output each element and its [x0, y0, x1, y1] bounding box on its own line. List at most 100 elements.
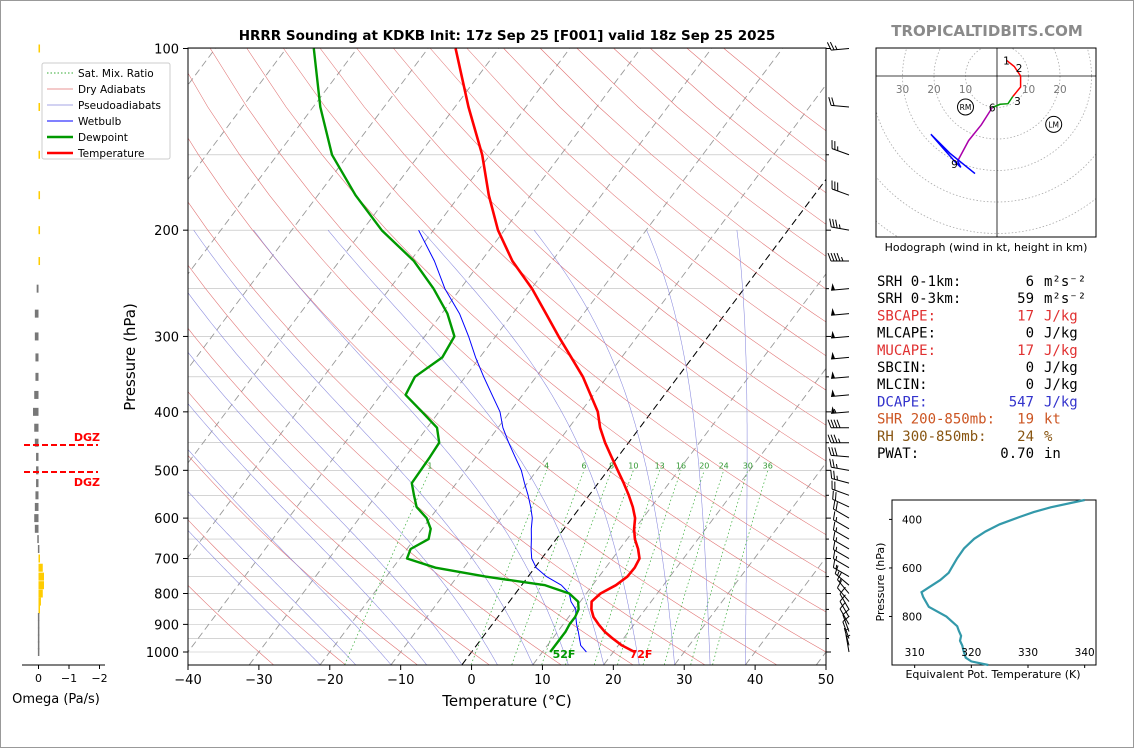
wind-barb [832, 511, 850, 530]
omega-bar [37, 613, 40, 622]
parameter-label: DCAPE: [877, 394, 928, 410]
wind-barb [828, 446, 850, 458]
mixing-ratio-line [565, 470, 634, 665]
pseudoadiabat-line [253, 230, 569, 665]
parameter-value: 0 [1026, 360, 1034, 376]
omega-ticks: 0 −1 −2 [35, 665, 108, 685]
skewt-panel: 1 4 6 8 10 13 16 20 24 30 36 −40 −30 −20 −10 0 10 20 30 40… [121, 43, 835, 711]
wind-barb [831, 140, 850, 156]
parameter-value: 59 [1017, 291, 1034, 307]
x-tick-label: −10 [387, 673, 414, 688]
mixing-ratio-line [511, 470, 585, 665]
mixing-ratio-label: 8 [609, 461, 614, 470]
omega-bar [34, 524, 39, 533]
storm-motion-marker [1045, 115, 1063, 133]
hodograph-height-label: 3 [1014, 96, 1021, 108]
pseudoadiabat-line [188, 351, 463, 665]
mixing-ratio-label: 1 [427, 461, 432, 470]
mixing-ratio-labels: 1 4 6 8 10 13 16 20 24 30 36 [427, 461, 772, 470]
wind-barb [832, 559, 850, 578]
theta-e-panel: 310 320 330 340 400 600 800 Pressure (hPa) Equ… [874, 498, 1097, 681]
theta-e-x-tick-label: 330 [1018, 647, 1038, 659]
omega-bar [38, 257, 41, 266]
y-axis-label: Pressure (hPa) [121, 303, 139, 411]
isotherm-line [188, 48, 287, 181]
hodograph-caption: Hodograph (wind in kt, height in km) [885, 241, 1088, 254]
mixing-ratio-label: 13 [655, 461, 665, 470]
wind-barb [832, 500, 850, 519]
profile-lines [312, 48, 641, 654]
omega-bars [33, 44, 44, 656]
x-tick-label: −20 [316, 673, 343, 688]
hodograph-segment [992, 96, 1014, 109]
x-tick-label: 0 [467, 673, 475, 688]
x-axis-label: Temperature (°C) [441, 692, 571, 710]
omega-bar [34, 502, 39, 511]
wind-barbs [826, 41, 851, 653]
theta-e-y-tick-label: 800 [902, 611, 922, 623]
wind-barb [827, 252, 849, 262]
omega-bar [34, 332, 39, 341]
wind-barb [830, 469, 850, 484]
mixing-ratio-label: 6 [582, 461, 587, 470]
x-tick-label: 50 [818, 673, 835, 688]
wind-barb [839, 594, 850, 618]
parameter-label: SHR 200-850mb: [877, 412, 995, 428]
legend-box [41, 62, 171, 160]
wind-barb [831, 480, 850, 496]
parameter-value: 19 [1017, 412, 1034, 428]
theta-e-x-label: Equivalent Pot. Temperature (K) [905, 668, 1080, 681]
wind-barb [832, 531, 850, 550]
hodograph-ring-label: 10 [959, 84, 972, 96]
omega-axis-label: Omega (Pa/s) [12, 692, 100, 707]
wind-barb [831, 371, 850, 379]
mixing-ratio-label: 24 [719, 461, 729, 470]
omega-bar [36, 466, 39, 475]
theta-e-y-label: Pressure (hPa) [874, 543, 887, 622]
hodograph-ring-label: 20 [927, 84, 940, 96]
legend-label: Wetbulb [78, 116, 122, 128]
y-tick-label: 900 [154, 618, 179, 633]
mixing-ratio-line [663, 470, 725, 665]
wind-barb [832, 521, 850, 540]
dry-adiabat-line [430, 48, 826, 391]
dry-adiabat-line [246, 48, 826, 574]
parameter-unit: m²s⁻² [1044, 274, 1086, 290]
wind-barb [831, 389, 850, 397]
omega-bar [38, 150, 41, 159]
wind-barb [831, 180, 850, 196]
x-tick-label: 10 [534, 673, 551, 688]
parameter-value: 0.70 [1000, 446, 1034, 462]
mixing-ratio-label: 20 [699, 461, 709, 470]
wind-barb [834, 565, 850, 586]
surface-dewpoint-label: 52F [553, 648, 576, 661]
hodograph-height-label: 2 [1016, 63, 1023, 75]
temperature-profile [454, 48, 641, 654]
y-tick-label: 1000 [146, 646, 179, 661]
isotherm-line [188, 48, 429, 370]
wind-barb [836, 572, 850, 594]
hodograph-ring-label: 20 [1053, 84, 1066, 96]
dry-adiabat-line [188, 72, 826, 653]
hodograph-trace [930, 59, 1022, 175]
dry-adiabat-line [503, 48, 826, 323]
wind-barb [831, 308, 850, 316]
zero-isotherm-line [461, 178, 826, 665]
brand-watermark: TROPICALTIDBITS.COM [891, 22, 1083, 40]
hodograph-labels: 30 20 10 10 20 12 3 6 9 RM LM [896, 55, 1067, 171]
wind-barb [839, 601, 850, 625]
surface-temperature-label: 72F [630, 648, 653, 661]
hodograph-segment [1006, 59, 1022, 97]
skewt-background-lines [188, 48, 826, 665]
omega-bar [38, 589, 43, 598]
theta-e-y-tick-label: 600 [902, 563, 922, 575]
mixing-ratio-label: 10 [628, 461, 638, 470]
omega-bar [38, 597, 41, 606]
omega-bar [36, 479, 39, 488]
hodograph-panel: 30 20 10 10 20 12 3 6 9 RM LM Hodograph (wind in k… [875, 47, 1097, 254]
hodograph-segment [930, 133, 976, 175]
omega-bar [37, 627, 40, 636]
pseudoadiabat-line [533, 230, 675, 665]
parameter-unit: J/kg [1044, 360, 1078, 376]
